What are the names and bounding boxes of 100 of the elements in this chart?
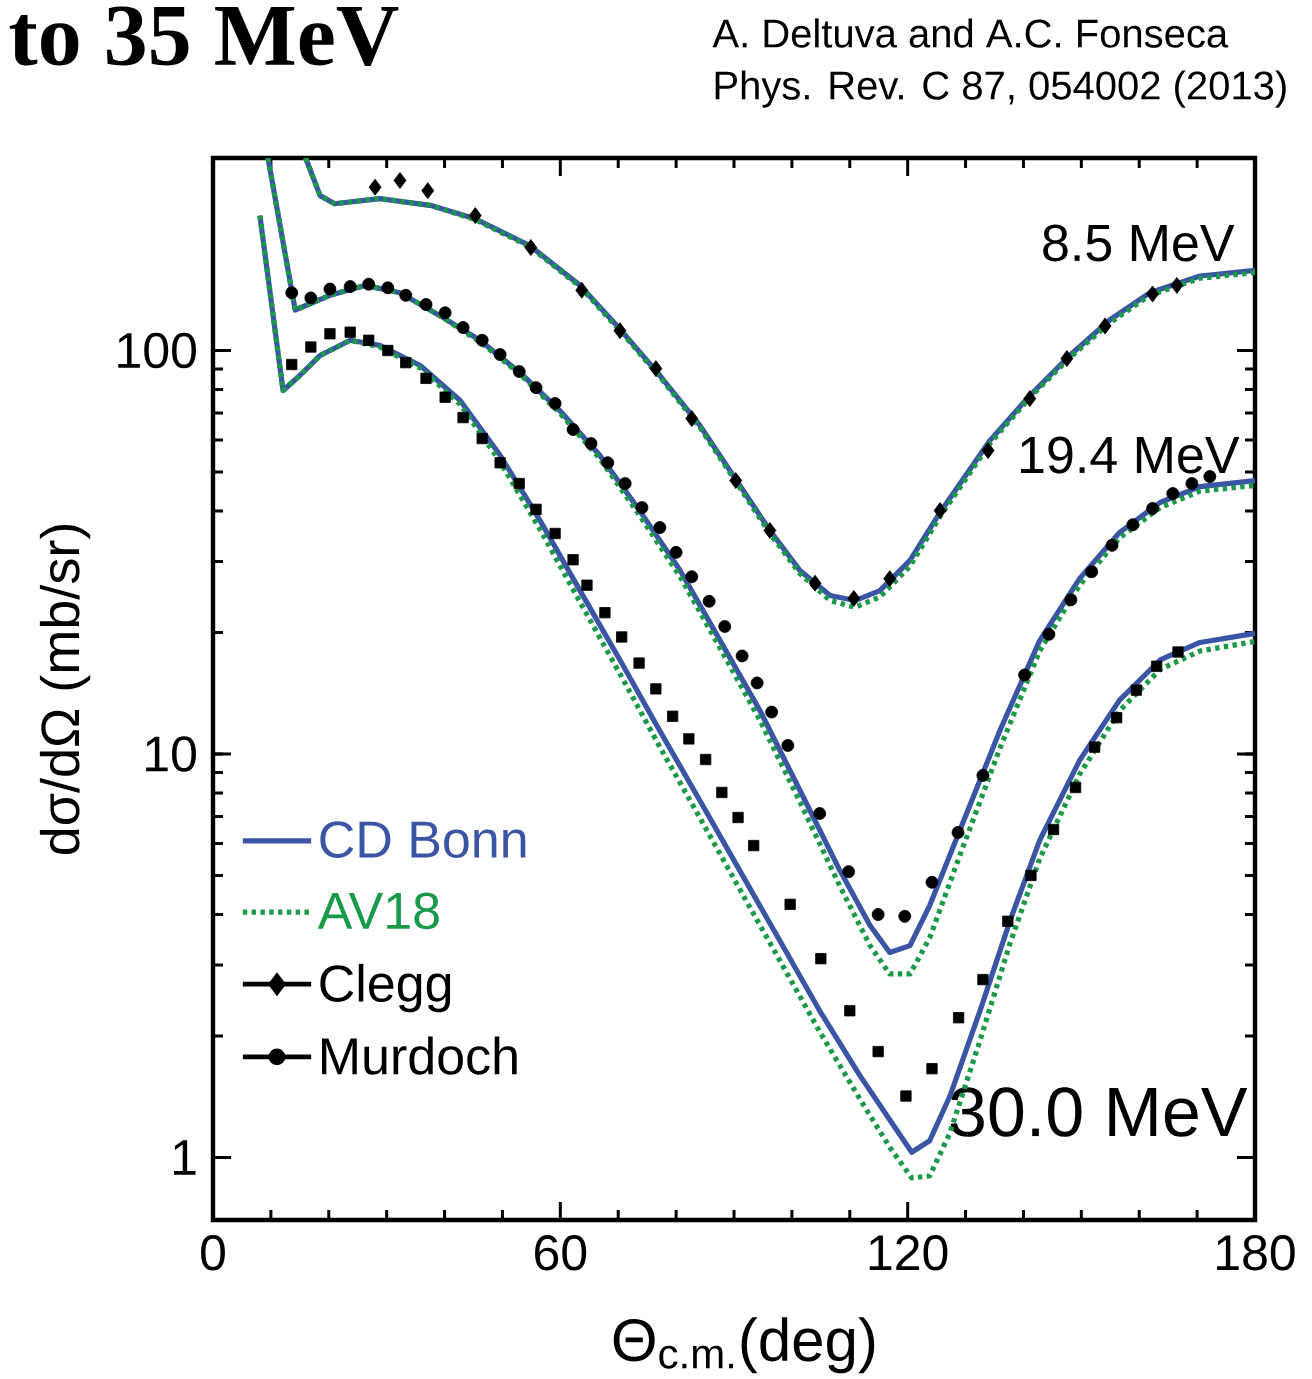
- point: [763, 522, 777, 539]
- point: [524, 239, 538, 256]
- point: [1085, 565, 1099, 579]
- point: [1089, 741, 1101, 753]
- point: [1146, 285, 1159, 303]
- point: [1150, 660, 1163, 672]
- chart-title: to 35 MeV: [9, 6, 399, 66]
- point: [566, 423, 580, 436]
- point: [702, 594, 716, 608]
- point: [1172, 646, 1184, 658]
- point: [362, 277, 376, 291]
- point: [419, 298, 433, 311]
- legend-label: Murdoch: [322, 1036, 517, 1075]
- text: Phys. Rev. C 87, 054002 (2013): [715, 70, 1286, 108]
- point: [567, 554, 579, 566]
- point: [475, 333, 489, 347]
- point: [635, 501, 649, 514]
- x-axis-title: Θ$_{c.m.}$(deg): [613, 1317, 875, 1374]
- point: [616, 631, 628, 643]
- point: [808, 574, 822, 592]
- point: [977, 973, 989, 986]
- point: [1002, 915, 1014, 927]
- point: [285, 286, 299, 300]
- point: [716, 786, 728, 799]
- point: [599, 607, 611, 619]
- point: [669, 545, 683, 559]
- x-tick-label: 0: [201, 1235, 225, 1271]
- point: [1047, 823, 1060, 836]
- point: [781, 739, 795, 752]
- point: [457, 411, 469, 424]
- legend-label: Clegg: [320, 963, 451, 1013]
- point: [1126, 518, 1140, 532]
- point: [951, 826, 965, 839]
- point: [900, 1090, 912, 1102]
- point: [871, 908, 885, 921]
- point: [613, 322, 627, 340]
- point: [323, 282, 337, 296]
- point: [1166, 487, 1180, 500]
- point: [494, 457, 506, 469]
- point: [847, 590, 861, 607]
- point: [1064, 593, 1078, 607]
- point: [548, 397, 562, 410]
- point: [842, 865, 856, 879]
- y-tick-label: 100: [118, 332, 196, 369]
- x-tick-label: 180: [1217, 1235, 1295, 1271]
- point: [649, 360, 663, 377]
- point: [933, 502, 947, 520]
- point: [581, 579, 593, 591]
- point: [368, 178, 382, 196]
- point: [815, 953, 827, 965]
- point: [575, 281, 589, 299]
- point: [650, 683, 662, 695]
- point: [784, 898, 796, 910]
- point: [685, 570, 699, 584]
- point: [667, 710, 679, 722]
- x-tick-label: 120: [869, 1235, 948, 1271]
- point: [343, 280, 357, 294]
- text: A. Deltuva and A.C. Fonseca: [712, 18, 1229, 48]
- point: [925, 875, 939, 889]
- y-tick-label: 10: [146, 736, 196, 772]
- point: [653, 521, 667, 535]
- point: [601, 456, 615, 470]
- point: [1146, 502, 1159, 515]
- point: [729, 472, 743, 489]
- point: [304, 291, 318, 305]
- point: [700, 753, 712, 766]
- point: [844, 1005, 856, 1017]
- point: [633, 657, 645, 669]
- y-axis-title: dσ/dΩ (mb/sr): [39, 525, 91, 855]
- point: [530, 503, 542, 515]
- point: [1170, 276, 1184, 294]
- point: [1098, 317, 1112, 335]
- point: [953, 1012, 965, 1024]
- point: [468, 207, 482, 224]
- point: [1105, 538, 1119, 552]
- point: [1042, 627, 1056, 641]
- point: [393, 171, 407, 189]
- annotation: 8.5 MeV: [1043, 224, 1235, 262]
- point: [439, 391, 451, 403]
- point: [513, 477, 525, 490]
- legend-label: AV18: [317, 892, 439, 930]
- point: [750, 676, 764, 690]
- x-tick-label: 60: [535, 1235, 587, 1271]
- point: [584, 437, 598, 450]
- point: [493, 348, 507, 361]
- point: [512, 365, 526, 378]
- point: [685, 410, 699, 427]
- point: [305, 341, 317, 353]
- point: [476, 432, 488, 445]
- point: [926, 1063, 938, 1075]
- point: [381, 281, 395, 295]
- point: [1185, 477, 1199, 490]
- point: [1023, 390, 1037, 407]
- point: [872, 1046, 884, 1058]
- point: [765, 705, 779, 719]
- point: [1060, 350, 1074, 367]
- point: [399, 288, 413, 302]
- point: [898, 909, 912, 923]
- point: [976, 768, 990, 782]
- annotation: 19.4 MeV: [1020, 436, 1240, 474]
